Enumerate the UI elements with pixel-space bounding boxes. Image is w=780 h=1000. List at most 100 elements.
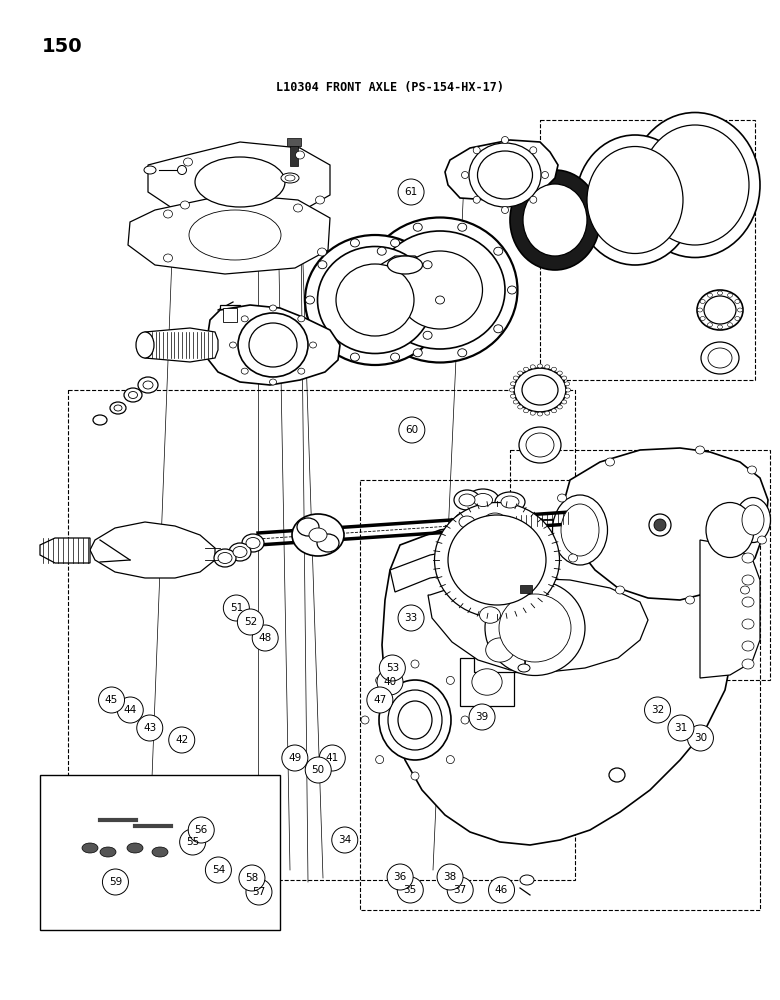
Circle shape — [387, 864, 413, 890]
Ellipse shape — [473, 147, 480, 154]
Ellipse shape — [138, 377, 158, 393]
Polygon shape — [140, 328, 218, 362]
Ellipse shape — [569, 554, 577, 562]
Ellipse shape — [297, 518, 319, 536]
Text: 61: 61 — [405, 187, 417, 197]
Ellipse shape — [518, 371, 523, 375]
Circle shape — [179, 829, 206, 855]
Ellipse shape — [742, 641, 754, 651]
Bar — [223, 308, 237, 322]
Polygon shape — [471, 600, 509, 630]
Ellipse shape — [742, 597, 754, 607]
Ellipse shape — [446, 756, 455, 764]
Circle shape — [305, 757, 332, 783]
Ellipse shape — [423, 331, 432, 339]
Ellipse shape — [229, 342, 236, 348]
Ellipse shape — [317, 248, 327, 256]
Ellipse shape — [566, 388, 570, 392]
Ellipse shape — [696, 446, 704, 454]
Bar — [287, 138, 301, 146]
Polygon shape — [445, 140, 558, 200]
Ellipse shape — [552, 495, 608, 565]
Ellipse shape — [700, 300, 705, 304]
Text: 36: 36 — [394, 872, 406, 882]
Ellipse shape — [557, 405, 562, 409]
Ellipse shape — [375, 231, 505, 349]
Polygon shape — [148, 142, 330, 218]
Text: 30: 30 — [694, 733, 707, 743]
Ellipse shape — [485, 580, 585, 676]
Ellipse shape — [544, 365, 550, 369]
Ellipse shape — [519, 427, 561, 463]
Ellipse shape — [494, 247, 503, 255]
Ellipse shape — [391, 353, 399, 361]
Text: 41: 41 — [326, 753, 339, 763]
Circle shape — [398, 605, 424, 631]
Text: 46: 46 — [495, 885, 508, 895]
Text: 32: 32 — [651, 705, 664, 715]
Polygon shape — [40, 538, 90, 563]
Ellipse shape — [708, 348, 732, 368]
Ellipse shape — [413, 349, 422, 357]
Ellipse shape — [454, 490, 480, 510]
Ellipse shape — [241, 368, 248, 374]
Polygon shape — [460, 658, 514, 706]
Text: 38: 38 — [444, 872, 456, 882]
Ellipse shape — [523, 409, 529, 413]
Circle shape — [246, 879, 272, 905]
Circle shape — [644, 697, 671, 723]
Text: 39: 39 — [476, 712, 488, 722]
Ellipse shape — [178, 165, 186, 174]
Circle shape — [399, 417, 425, 443]
Text: 40: 40 — [384, 677, 396, 687]
Ellipse shape — [317, 246, 432, 354]
Ellipse shape — [544, 411, 550, 415]
Ellipse shape — [518, 405, 523, 409]
Ellipse shape — [565, 382, 569, 386]
Ellipse shape — [129, 391, 137, 398]
Ellipse shape — [306, 296, 314, 304]
Ellipse shape — [495, 492, 525, 512]
Ellipse shape — [736, 497, 771, 542]
Ellipse shape — [605, 458, 615, 466]
Ellipse shape — [458, 223, 466, 231]
Ellipse shape — [293, 204, 303, 212]
Ellipse shape — [557, 371, 562, 375]
Circle shape — [397, 877, 424, 903]
Ellipse shape — [686, 596, 694, 604]
Ellipse shape — [350, 239, 360, 247]
Text: 54: 54 — [212, 865, 225, 875]
Ellipse shape — [478, 508, 512, 532]
Text: 52: 52 — [244, 617, 257, 627]
Ellipse shape — [747, 466, 757, 474]
Circle shape — [447, 877, 473, 903]
Circle shape — [398, 179, 424, 205]
Ellipse shape — [93, 415, 107, 425]
Ellipse shape — [143, 381, 153, 389]
Text: 45: 45 — [105, 695, 118, 705]
Ellipse shape — [707, 323, 712, 327]
Ellipse shape — [718, 325, 722, 329]
Circle shape — [668, 715, 694, 741]
Text: 35: 35 — [404, 885, 417, 895]
Circle shape — [188, 817, 214, 843]
Ellipse shape — [697, 290, 743, 330]
Ellipse shape — [707, 293, 712, 297]
Ellipse shape — [697, 308, 703, 312]
Ellipse shape — [241, 316, 248, 322]
Ellipse shape — [742, 619, 754, 629]
Polygon shape — [380, 256, 430, 294]
Ellipse shape — [195, 157, 285, 207]
Text: 43: 43 — [144, 723, 156, 733]
Ellipse shape — [318, 261, 327, 269]
Ellipse shape — [565, 394, 569, 398]
Circle shape — [469, 704, 495, 730]
Ellipse shape — [551, 367, 556, 371]
Ellipse shape — [502, 207, 509, 214]
Ellipse shape — [630, 112, 760, 257]
Ellipse shape — [701, 342, 739, 374]
Ellipse shape — [454, 512, 480, 532]
Circle shape — [367, 687, 393, 713]
Ellipse shape — [459, 537, 475, 549]
Ellipse shape — [562, 400, 567, 404]
